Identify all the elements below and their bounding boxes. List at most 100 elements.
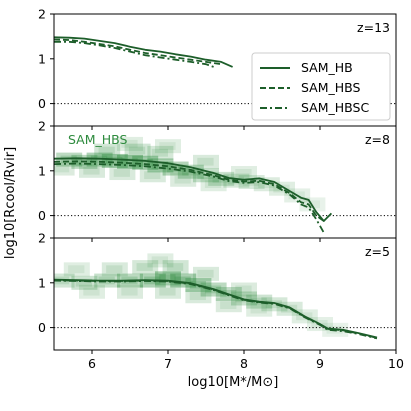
- density-cell-core: [60, 155, 77, 164]
- panel-2: 0 1 2 z=8 SAM_HBS: [38, 119, 397, 242]
- density-cell-core: [128, 146, 146, 155]
- density-cell-core: [159, 142, 176, 150]
- density-cell: [155, 139, 181, 154]
- series-sam-hb: [54, 157, 333, 222]
- y-tick-label: 0: [38, 208, 46, 223]
- density-cell-core: [144, 171, 161, 180]
- density-cell: [79, 163, 105, 178]
- density-cell: [94, 143, 121, 158]
- panel-redshift-label: z=5: [365, 244, 390, 259]
- series-sam-hbs: [54, 160, 325, 222]
- density-cell: [231, 166, 257, 181]
- series-sam-hbsc: [54, 162, 325, 234]
- density-cell: [155, 284, 181, 299]
- density-cell-core: [136, 263, 153, 271]
- density-cell-core: [121, 157, 138, 166]
- density-cell-core: [121, 287, 138, 296]
- legend-frame: [251, 52, 391, 121]
- panel-plot-area: [54, 36, 396, 105]
- y-tick-label: 2: [38, 231, 46, 246]
- density-cell: [101, 262, 128, 277]
- y-tick-label: 1: [38, 51, 46, 66]
- density-cell-core: [197, 157, 214, 166]
- density-cell: [185, 289, 212, 304]
- density-cell-core: [113, 169, 130, 177]
- density-cell-core: [98, 146, 115, 155]
- density-cell-core: [204, 180, 222, 189]
- series-sam-hbs: [54, 38, 222, 66]
- density-cell: [132, 260, 159, 275]
- density-cell: [162, 260, 189, 275]
- legend-label-sam-hbsc: SAM_HBSC: [301, 100, 369, 115]
- panel-redshift-label: z=13: [357, 20, 390, 35]
- x-axis-label: log10[M*/M⊙]: [188, 375, 279, 390]
- panel-plot-area: [54, 253, 396, 340]
- panel-plot-area: [54, 136, 396, 234]
- density-cell-core: [136, 158, 153, 167]
- y-tick-label: 2: [38, 119, 46, 134]
- density-cell: [63, 262, 90, 277]
- density-cell-core: [197, 269, 214, 278]
- density-cell-core: [159, 287, 176, 296]
- y-axis-label: log10[Rcool/Rvir]: [3, 147, 18, 259]
- density-cell: [117, 284, 143, 299]
- density-cell-core: [220, 301, 237, 309]
- density-cell-core: [166, 263, 184, 271]
- density-cell: [147, 145, 174, 160]
- x-tick-label: 8: [240, 356, 248, 371]
- density-cell: [117, 154, 143, 169]
- density-cell-core: [106, 265, 123, 274]
- series-sam-hbs: [54, 279, 378, 339]
- legend: SAM_HB SAM_HBS SAM_HBSC: [251, 52, 391, 121]
- density-cell-core: [68, 265, 85, 274]
- x-tick-label: 7: [164, 356, 172, 371]
- density-cell-core: [106, 156, 123, 165]
- panels-group: 0 1 2 z=13 0 1 2 z=8 SAM_HBS 0 1 2 6 7 8 9 10 z=5: [38, 7, 404, 372]
- panel-annotation: SAM_HBS: [68, 132, 128, 147]
- density-cell: [246, 302, 273, 317]
- y-tick-label: 1: [38, 275, 46, 290]
- density-cell: [132, 155, 159, 170]
- y-tick-label: 0: [38, 320, 46, 335]
- density-cell-core: [75, 278, 92, 287]
- y-tick-label: 1: [38, 163, 46, 178]
- density-cell: [193, 154, 219, 169]
- density-cell-core: [159, 274, 176, 283]
- density-cell: [54, 161, 75, 176]
- density-cell: [147, 253, 174, 268]
- series-sam-hbsc: [54, 40, 214, 68]
- density-cell-core: [235, 285, 252, 294]
- density-cell: [261, 297, 288, 312]
- density-cell-core: [174, 175, 191, 184]
- legend-label-sam-hbs: SAM_HBS: [301, 80, 361, 95]
- density-cell-core: [166, 164, 184, 173]
- density-cell-core: [151, 161, 168, 170]
- legend-label-sam-hb: SAM_HB: [301, 60, 353, 75]
- density-cell-core: [235, 169, 252, 177]
- density-cell: [117, 136, 143, 151]
- density-cell: [215, 298, 242, 313]
- density-cell: [193, 266, 219, 281]
- density-cell-core: [189, 292, 206, 301]
- x-tick-label: 10: [388, 356, 404, 371]
- x-tick-label: 6: [88, 356, 96, 371]
- density-cell-core: [83, 287, 100, 296]
- density-cell: [101, 153, 128, 168]
- y-tick-label: 2: [38, 7, 46, 22]
- series-sam-hb: [54, 36, 233, 68]
- density-cell-core: [265, 300, 282, 309]
- panel-frame: [53, 237, 397, 351]
- density-cell: [124, 143, 151, 158]
- panel-3: 0 1 2 6 7 8 9 10 z=5: [38, 231, 404, 372]
- density-cell-core: [151, 256, 168, 265]
- density-cell-core: [174, 276, 191, 285]
- panel-redshift-label: z=8: [365, 132, 390, 147]
- y-tick-label: 0: [38, 96, 46, 111]
- x-tick-label: 9: [316, 356, 324, 371]
- density-cell-core: [250, 305, 267, 314]
- density-cell-core: [151, 148, 168, 157]
- density-cell-core: [54, 164, 70, 173]
- density-cell: [170, 172, 197, 187]
- density-cell-core: [83, 166, 100, 175]
